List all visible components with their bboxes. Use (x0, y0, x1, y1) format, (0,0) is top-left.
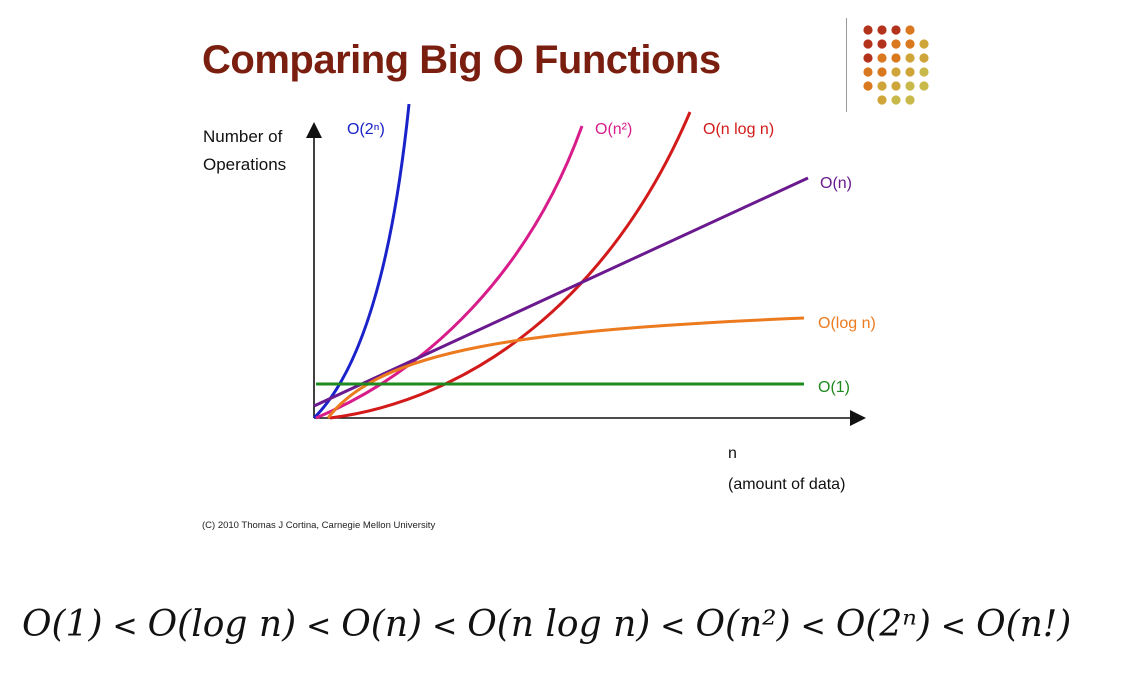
decor-dot (905, 53, 915, 63)
complexity-term: O(n!) (976, 604, 1072, 645)
complexity-term: O(2ⁿ) (835, 604, 931, 645)
decor-dot (891, 53, 901, 63)
decor-dot (905, 95, 915, 105)
series-line-nlogn (329, 111, 692, 420)
less-than-sign: < (112, 609, 138, 644)
decor-dot (877, 67, 887, 77)
series-line-n (313, 176, 809, 408)
complexity-term: O(log n) (147, 604, 297, 645)
complexity-term: O(n²) (695, 604, 791, 645)
decor-dot (905, 67, 915, 77)
complexity-term: O(n log n) (467, 604, 651, 645)
less-than-sign: < (660, 609, 686, 644)
decor-dot (905, 25, 915, 35)
decor-dot (919, 81, 929, 91)
decor-dot (891, 67, 901, 77)
less-than-sign: < (940, 609, 967, 644)
less-than-sign: < (800, 609, 826, 644)
series-labels: O(2ⁿ) O(n²) O(n log n) O(n) O(log n) O(1) (347, 121, 876, 396)
slide-title: Comparing Big O Functions (202, 38, 721, 82)
decor-dot (905, 39, 915, 49)
x-axis-label-n: n (728, 445, 737, 462)
decor-dot (863, 81, 873, 91)
series-label-logn: O(log n) (818, 315, 876, 332)
series-label-const: O(1) (818, 379, 850, 396)
less-than-sign: < (306, 609, 332, 644)
series-curves (312, 103, 809, 420)
series-label-nlogn: O(n log n) (703, 121, 774, 138)
decor-dot (863, 39, 873, 49)
y-axis-label-line2: Operations (203, 155, 286, 174)
series-label-exp: O(2ⁿ) (347, 121, 385, 138)
series-line-logn (326, 316, 805, 419)
decor-dot (891, 81, 901, 91)
less-than-sign: < (432, 609, 458, 644)
decor-dot (919, 39, 929, 49)
decor-dot (877, 81, 887, 91)
series-line-n2 (315, 125, 584, 420)
decor-dot (863, 53, 873, 63)
complexity-order-formula: O(1) < O(log n) < O(n) < O(n log n) < O(n²) < O(2ⁿ… (22, 604, 1071, 645)
copyright-notice: (C) 2010 Thomas J Cortina, Carnegie Mell… (202, 520, 436, 531)
decor-dot (919, 53, 929, 63)
decor-dot (863, 25, 873, 35)
title-divider (846, 18, 847, 112)
decor-dot (905, 81, 915, 91)
complexity-term: O(n) (341, 604, 423, 645)
decor-dot (891, 39, 901, 49)
series-label-n: O(n) (820, 175, 852, 192)
decor-dot (919, 67, 929, 77)
decor-dot (863, 67, 873, 77)
decor-dot (891, 25, 901, 35)
complexity-term: O(1) (22, 604, 103, 645)
decor-dot (877, 25, 887, 35)
decor-dot (877, 39, 887, 49)
x-axis-label-amount: (amount of data) (728, 476, 845, 493)
decor-dot (891, 95, 901, 105)
decor-dot (877, 95, 887, 105)
series-label-n2: O(n²) (595, 121, 632, 138)
decor-dot (877, 53, 887, 63)
y-axis-label-line1: Number of (203, 127, 283, 146)
